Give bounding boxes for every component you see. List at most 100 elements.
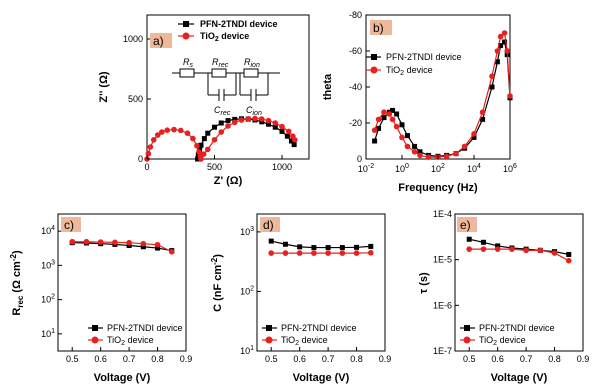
data-point-s1 (291, 142, 297, 148)
data-point-s1 (466, 236, 472, 242)
data-point-s1 (272, 124, 278, 130)
data-point-s1 (195, 156, 201, 162)
data-point-s2 (282, 250, 289, 256)
legend-marker-1 (92, 325, 98, 331)
panel-label: b) (373, 21, 384, 35)
data-point-s1 (494, 59, 500, 65)
panel-a: 00 500 500 1000 1000 a) PFN-2TNDI device TiO… (98, 14, 310, 187)
data-point-s2 (453, 150, 459, 157)
data-point-s2 (311, 250, 317, 256)
data-point-s2 (501, 30, 508, 36)
circuit-label-rion: Rion (244, 57, 260, 69)
panel-label: e) (460, 218, 471, 232)
data-point-s2 (190, 135, 196, 142)
data-point-s2 (164, 127, 171, 133)
x-tick-label: 0 (144, 162, 149, 172)
data-point-s2 (551, 250, 558, 256)
data-point-s2 (252, 115, 258, 122)
data-point-s1 (205, 130, 211, 136)
data-point-s2 (371, 127, 378, 133)
data-point-s2 (443, 153, 450, 160)
legend-label-1: PFN-2TNDI device (479, 323, 555, 333)
x-tick-label: 0.5 (66, 354, 79, 364)
circuit-label-cion: Cion (246, 105, 262, 117)
data-point-s1 (480, 239, 486, 245)
panel-label-bg (457, 217, 477, 232)
data-point-s1 (368, 243, 374, 249)
data-point-s1 (566, 251, 572, 257)
y-tick-label: 1E-6 (433, 300, 452, 310)
x-tick-label: 0.8 (350, 354, 363, 364)
data-point-s2 (489, 73, 495, 79)
data-point-s1 (201, 136, 207, 142)
data-point-s1 (502, 39, 508, 45)
data-point-s2 (140, 240, 147, 247)
data-point-s2 (279, 123, 285, 130)
plot-frame (146, 14, 310, 160)
data-point-s2 (168, 248, 175, 255)
circuit-label-rs: Rs (183, 57, 194, 69)
x-tick-label: 0.6 (491, 354, 504, 364)
data-point-s1 (480, 116, 486, 122)
panel-label-bg (61, 217, 81, 232)
panel-d: 0.5 0.6 0.7 0.8 0.9 101 102 103 d) PFN-2TNDI de… (210, 213, 392, 384)
y-tick-label: 1E-7 (433, 346, 452, 356)
data-point-s1 (412, 143, 418, 149)
plot-frame (256, 213, 386, 352)
data-point-s2 (112, 239, 118, 246)
data-point-s2 (225, 123, 231, 129)
x-tick-label: 0.9 (379, 354, 392, 364)
x-tick-label: 102 (431, 163, 445, 174)
x-tick-label: 100 (395, 163, 409, 174)
legend-label-1: PFN-2TNDI device (107, 323, 183, 333)
data-point-s2 (268, 250, 275, 256)
data-point-s2 (258, 116, 265, 122)
plot-frame (365, 14, 511, 160)
y-tick-label: 102 (41, 294, 55, 305)
data-point-s2 (480, 246, 487, 252)
x-tick-label: 0.7 (322, 354, 335, 364)
data-point-s1 (232, 116, 238, 122)
data-point-s2 (265, 117, 272, 124)
legend-marker-2 (182, 32, 190, 40)
x-tick-label: 104 (467, 163, 481, 174)
data-point-s2 (386, 111, 393, 117)
data-point-s2 (466, 246, 473, 252)
data-point-s1 (376, 125, 382, 131)
data-point-s2 (177, 127, 184, 134)
data-point-s2 (504, 48, 511, 54)
data-point-s1 (198, 142, 204, 148)
legend-marker-2 (91, 336, 99, 344)
data-point-s2 (537, 247, 544, 254)
y-axis-label: Rrec (Ω cm-2) (9, 250, 25, 316)
circuit-label-crec: Crec (214, 105, 231, 117)
data-point-s2 (147, 144, 154, 150)
data-point-s1 (354, 244, 360, 250)
legend-label-1: PFN-2TNDI device (200, 19, 278, 29)
legend-marker-1 (266, 325, 272, 331)
y-axis-label: τ (s) (418, 272, 430, 294)
legend-label-1: PFN-2TNDI device (281, 323, 357, 333)
data-point-s1 (394, 111, 400, 117)
data-point-s2 (198, 156, 204, 162)
data-point-s2 (404, 143, 411, 150)
data-point-s1 (381, 115, 387, 121)
data-point-s1 (268, 238, 274, 244)
legend-label-1: PFN-2TNDI device (386, 52, 462, 62)
legend-marker-1 (371, 54, 377, 60)
data-point-s2 (399, 134, 405, 141)
y-tick-label: -20 (349, 118, 362, 128)
data-point-s2 (171, 126, 177, 133)
y-tick-label: 0 (357, 154, 362, 164)
data-point-s2 (231, 119, 238, 126)
x-tick-label: 10-2 (358, 163, 374, 174)
data-point-s2 (353, 250, 360, 256)
data-point-s2 (238, 117, 245, 123)
data-point-s2 (292, 137, 298, 143)
y-tick-label: 101 (240, 345, 254, 356)
panel-b-marks (371, 30, 513, 160)
data-point-s2 (184, 130, 191, 136)
x-axis-label: Voltage (V) (293, 372, 350, 384)
data-point-s1 (404, 133, 410, 139)
